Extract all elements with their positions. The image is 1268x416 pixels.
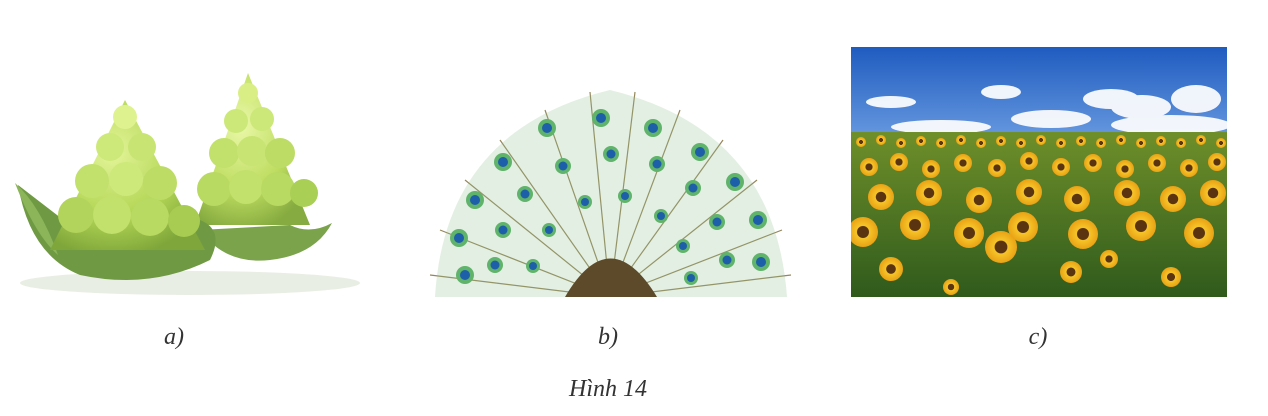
- caption-c: c): [1028, 324, 1048, 350]
- figure-title: Hình 14: [569, 376, 647, 402]
- sunflowers: [851, 135, 1226, 295]
- sunflower-field-image: [851, 47, 1227, 297]
- romanesco-image: [10, 55, 365, 297]
- sunflower-illustration: [851, 47, 1227, 297]
- romanesco-front: [15, 100, 216, 280]
- peacock-image: [425, 70, 795, 297]
- peacock-eyes: [450, 109, 770, 285]
- peacock-illustration: [429, 90, 792, 297]
- caption-b: b): [598, 324, 618, 350]
- caption-a: a): [164, 324, 184, 350]
- clouds: [866, 85, 1227, 135]
- romanesco-illustration: [15, 73, 360, 295]
- romanesco-back: [195, 73, 332, 261]
